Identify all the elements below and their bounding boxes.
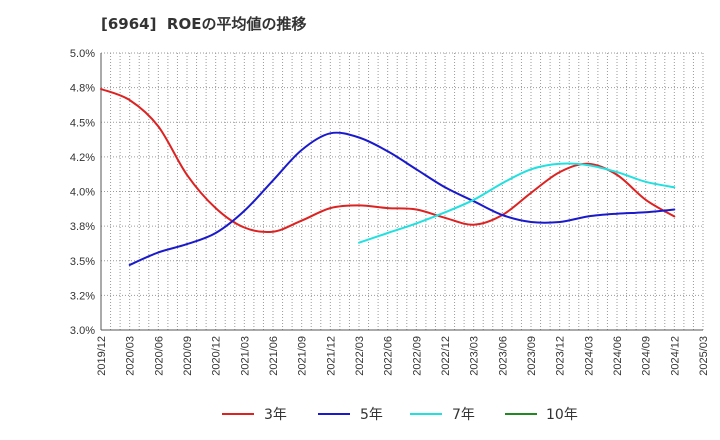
y-tick-label: 3.2% [70, 290, 95, 302]
y-tick-label: 4.8% [70, 83, 95, 95]
x-tick-label: 2025/03 [698, 336, 710, 376]
series-line-7-year [358, 162, 676, 244]
x-tick-label: 2021/09 [297, 336, 309, 376]
x-tick-label: 2023/12 [555, 336, 567, 376]
x-tick-label: 2022/12 [440, 336, 452, 376]
series-lines [100, 88, 676, 266]
x-tick-label: 2024/03 [583, 336, 595, 376]
y-tick-label: 3.5% [70, 256, 95, 268]
x-tick-label: 2023/06 [497, 336, 509, 376]
x-tick-label: 2020/09 [182, 336, 194, 376]
series-line-5-year [128, 131, 676, 266]
axes [100, 53, 703, 331]
x-tick-label: 2023/03 [469, 336, 481, 376]
x-tick-label: 2024/06 [612, 336, 624, 376]
grid-lines [101, 52, 704, 330]
y-tick-label: 3.0% [70, 325, 95, 337]
legend-label-3-year: 3年 [264, 407, 287, 423]
legend-item-3-year[interactable]: 3年 [222, 407, 287, 423]
x-tick-label: 2024/12 [669, 336, 681, 376]
y-tick-label: 3.8% [70, 221, 95, 233]
chart-title: [6964] ROEの平均値の推移 [101, 15, 306, 33]
x-tick-label: 2021/03 [239, 336, 251, 376]
x-tick-label: 2020/06 [153, 336, 165, 376]
x-tick-label: 2022/03 [354, 336, 366, 376]
legend-label-7-year: 7年 [452, 407, 475, 423]
legend-item-10-year[interactable]: 10年 [505, 407, 578, 423]
legend-label-10-year: 10年 [546, 407, 578, 423]
y-tick-label: 4.2% [70, 152, 95, 164]
x-axis-tick-labels: 2019/12 2020/03 2020/06 2020/09 2020/12 2021/… [96, 336, 710, 376]
x-tick-label: 2022/06 [383, 336, 395, 376]
y-axis-tick-labels: 3.0% 3.2% 3.5% 3.8% 4.0% 4.2% 4.5% 4.8% 5.0% [70, 48, 95, 337]
x-tick-label: 2024/09 [641, 336, 653, 376]
legend-label-5-year: 5年 [360, 407, 383, 423]
x-tick-label: 2020/03 [125, 336, 137, 376]
x-tick-label: 2021/12 [325, 336, 337, 376]
x-tick-label: 2020/12 [211, 336, 223, 376]
legend-item-7-year[interactable]: 7年 [410, 407, 475, 423]
legend-item-5-year[interactable]: 5年 [318, 407, 383, 423]
x-tick-label: 2021/06 [268, 336, 280, 376]
legend: 3年 5年 7年 10年 [222, 407, 578, 423]
y-tick-label: 4.5% [70, 117, 95, 129]
x-tick-label: 2022/09 [411, 336, 423, 376]
y-tick-label: 4.0% [70, 187, 95, 199]
y-tick-label: 5.0% [70, 48, 95, 60]
x-tick-label: 2023/09 [526, 336, 538, 376]
x-tick-label: 2019/12 [96, 336, 108, 376]
